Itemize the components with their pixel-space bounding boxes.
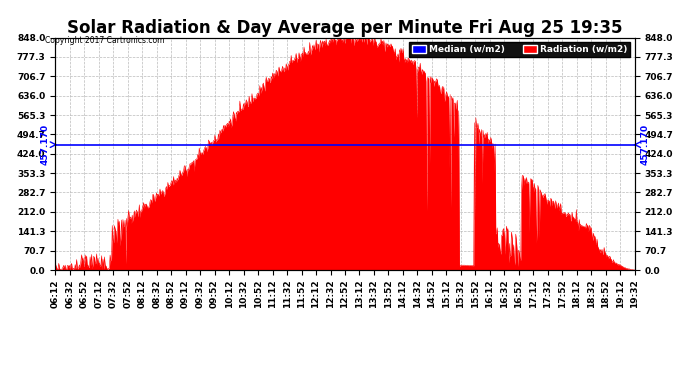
Text: 457.170: 457.170	[41, 124, 50, 165]
Legend: Median (w/m2), Radiation (w/m2): Median (w/m2), Radiation (w/m2)	[409, 42, 630, 57]
Text: Copyright 2017 Cartronics.com: Copyright 2017 Cartronics.com	[45, 36, 164, 45]
Title: Solar Radiation & Day Average per Minute Fri Aug 25 19:35: Solar Radiation & Day Average per Minute…	[67, 20, 623, 38]
Text: 457.170: 457.170	[640, 124, 649, 165]
